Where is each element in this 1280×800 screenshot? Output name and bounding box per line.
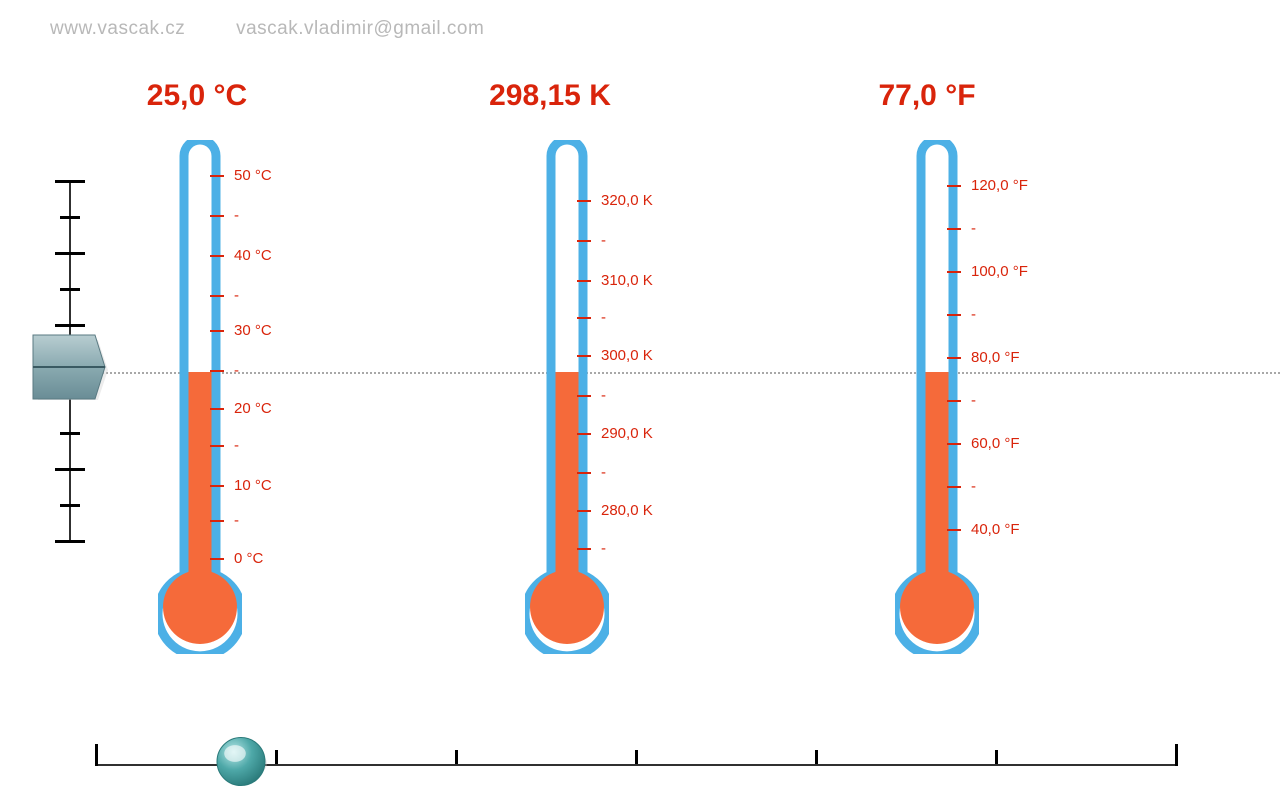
thermometer-celsius: 50 °C-40 °C-30 °C-20 °C-10 °C-0 °C: [158, 140, 242, 654]
scale-tick: [210, 255, 224, 257]
scale-minor: -: [234, 362, 239, 379]
scale-minor: -: [234, 287, 239, 304]
hslider-thumb[interactable]: [214, 735, 268, 794]
scale-tick: [577, 510, 591, 512]
scale-minor: -: [234, 207, 239, 224]
thermometer-kelvin: 320,0 K-310,0 K-300,0 K-290,0 K-280,0 K-: [525, 140, 609, 654]
thermometer-svg: [895, 140, 979, 654]
scale-label: 310,0 K: [601, 272, 653, 289]
horizontal-slider[interactable]: [95, 750, 1175, 780]
reference-line: [90, 372, 1280, 374]
scale-minor: -: [234, 437, 239, 454]
vslider-thumb[interactable]: [31, 333, 109, 406]
vslider-tick: [55, 468, 85, 471]
hslider-tick: [275, 750, 278, 764]
thermometer-title-celsius: 25,0 °C: [107, 79, 287, 113]
scale-tick: [947, 443, 961, 445]
scale-minor: -: [971, 220, 976, 237]
scale-tick: [210, 520, 224, 522]
scale-tick: [577, 240, 591, 242]
thermometer-svg: [158, 140, 242, 654]
scale-label: 60,0 °F: [971, 435, 1020, 452]
scale-label: 20 °C: [234, 400, 272, 417]
scale-label: 40 °C: [234, 247, 272, 264]
vslider-tick: [60, 216, 80, 219]
scale-tick: [577, 355, 591, 357]
scale-tick: [947, 486, 961, 488]
thermometer-title-fahrenheit: 77,0 °F: [837, 79, 1017, 113]
scale-minor: -: [601, 464, 606, 481]
scale-tick: [210, 330, 224, 332]
vslider-tick: [60, 504, 80, 507]
scale-label: 40,0 °F: [971, 521, 1020, 538]
scale-label: 280,0 K: [601, 502, 653, 519]
vslider-tick: [60, 432, 80, 435]
scale-tick: [577, 200, 591, 202]
scale-minor: -: [971, 478, 976, 495]
scale-tick: [947, 529, 961, 531]
scale-tick: [577, 548, 591, 550]
hslider-tick: [95, 744, 98, 766]
scale-tick: [577, 317, 591, 319]
scale-tick: [210, 175, 224, 177]
scale-tick: [947, 185, 961, 187]
vertical-slider[interactable]: [50, 180, 90, 540]
scale-tick: [210, 408, 224, 410]
header-email: vascak.vladimir@gmail.com: [236, 18, 484, 39]
scale-label: 100,0 °F: [971, 263, 1028, 280]
header: www.vascak.cz vascak.vladimir@gmail.com: [50, 18, 529, 40]
scale-tick: [947, 271, 961, 273]
scale-tick: [577, 472, 591, 474]
thermometer-fahrenheit: 120,0 °F-100,0 °F-80,0 °F-60,0 °F-40,0 °…: [895, 140, 979, 654]
thermometer-title-kelvin: 298,15 K: [460, 79, 640, 113]
scale-minor: -: [971, 306, 976, 323]
scale-minor: -: [234, 512, 239, 529]
scale-minor: -: [601, 540, 606, 557]
scale-label: 120,0 °F: [971, 177, 1028, 194]
scale-tick: [210, 370, 224, 372]
scale-label: 0 °C: [234, 550, 263, 567]
scale-label: 290,0 K: [601, 425, 653, 442]
hslider-tick: [455, 750, 458, 764]
scale-minor: -: [601, 309, 606, 326]
scale-tick: [947, 228, 961, 230]
scale-tick: [210, 445, 224, 447]
scale-tick: [210, 215, 224, 217]
thermometer-svg: [525, 140, 609, 654]
hslider-tick: [995, 750, 998, 764]
vslider-tick: [60, 288, 80, 291]
scale-label: 10 °C: [234, 477, 272, 494]
vslider-tick: [55, 540, 85, 543]
scale-minor: -: [601, 387, 606, 404]
scale-label: 320,0 K: [601, 192, 653, 209]
scale-tick: [947, 314, 961, 316]
scale-minor: -: [971, 392, 976, 409]
header-site: www.vascak.cz: [50, 18, 185, 39]
scale-label: 50 °C: [234, 167, 272, 184]
scale-tick: [947, 357, 961, 359]
scale-tick: [947, 400, 961, 402]
hslider-tick: [815, 750, 818, 764]
scale-tick: [210, 485, 224, 487]
scale-tick: [210, 295, 224, 297]
hslider-tick: [635, 750, 638, 764]
scale-tick: [577, 280, 591, 282]
scale-tick: [577, 433, 591, 435]
scale-label: 300,0 K: [601, 347, 653, 364]
vslider-tick: [55, 180, 85, 183]
scale-label: 80,0 °F: [971, 349, 1020, 366]
scale-minor: -: [601, 232, 606, 249]
scale-tick: [577, 395, 591, 397]
vslider-tick: [55, 252, 85, 255]
scale-tick: [210, 558, 224, 560]
vslider-tick: [55, 324, 85, 327]
hslider-tick: [1175, 744, 1178, 766]
scale-label: 30 °C: [234, 322, 272, 339]
